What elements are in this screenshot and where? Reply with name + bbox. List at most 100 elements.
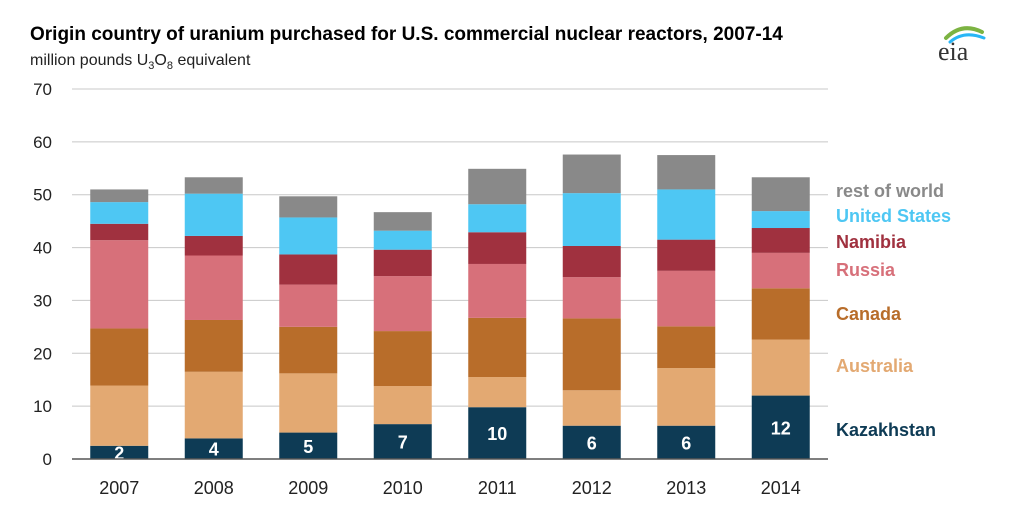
bar-segment-australia-2011 bbox=[468, 377, 527, 408]
bar-segment-canada-2013 bbox=[657, 326, 716, 369]
bar-segment-rest-of-world-2010 bbox=[373, 212, 432, 231]
bar-segment-kazakhstan-2013 bbox=[657, 425, 716, 459]
subtitle-unit-mid: O bbox=[154, 52, 167, 69]
bar-segment-rest-of-world-2012 bbox=[562, 154, 621, 194]
bars-layer bbox=[90, 154, 810, 459]
y-tick-label: 30 bbox=[33, 291, 52, 310]
labels-layer: 2 4 5 7 10 6 6 12 bbox=[114, 418, 791, 463]
bar-segment-canada-2011 bbox=[468, 317, 527, 378]
bar-segment-russia-2007 bbox=[90, 240, 149, 329]
bar-segment-russia-2011 bbox=[468, 263, 527, 318]
subtitle-unit-sub2: 8 bbox=[166, 60, 173, 73]
bar-segment-kazakhstan-2014 bbox=[751, 395, 810, 459]
bar-segment-russia-2009 bbox=[279, 284, 338, 327]
logo-text: eia bbox=[938, 37, 969, 64]
x-tick-label: 2008 bbox=[194, 478, 234, 498]
legend-item-united-states: United States bbox=[836, 206, 952, 226]
y-tick-label: 70 bbox=[33, 80, 52, 99]
bar-segment-rest-of-world-2007 bbox=[90, 189, 149, 203]
data-label-2009: 5 bbox=[303, 437, 313, 457]
bar-segment-canada-2007 bbox=[90, 328, 149, 386]
bar-segment-united-states-2012 bbox=[562, 193, 621, 246]
bar-segment-united-states-2008 bbox=[184, 193, 243, 236]
bar-segment-namibia-2011 bbox=[468, 232, 527, 264]
bar-segment-namibia-2012 bbox=[562, 245, 621, 278]
eia-logo-icon: eia bbox=[938, 26, 986, 64]
bar-segment-rest-of-world-2008 bbox=[184, 177, 243, 194]
x-tick-label: 2009 bbox=[288, 478, 328, 498]
bar-segment-australia-2009 bbox=[279, 373, 338, 433]
bar-segment-rest-of-world-2011 bbox=[468, 168, 527, 205]
bar-segment-kazakhstan-2010 bbox=[373, 424, 432, 459]
bar-segment-kazakhstan-2012 bbox=[562, 425, 621, 459]
chart-subtitle: million pounds U3O8 equivalent bbox=[30, 52, 250, 72]
bar-segment-united-states-2014 bbox=[751, 211, 810, 229]
bar-segment-australia-2008 bbox=[184, 371, 243, 439]
data-label-2012: 6 bbox=[587, 433, 597, 453]
bar-segment-australia-2013 bbox=[657, 368, 716, 426]
chart-title: Origin country of uranium purchased for … bbox=[30, 24, 783, 45]
bar-segment-canada-2014 bbox=[751, 288, 810, 340]
bar-segment-united-states-2007 bbox=[90, 202, 149, 224]
data-label-2013: 6 bbox=[681, 433, 691, 453]
bar-segment-rest-of-world-2009 bbox=[279, 196, 338, 218]
y-tick-label: 10 bbox=[33, 397, 52, 416]
bar-segment-rest-of-world-2014 bbox=[751, 177, 810, 212]
bar-segment-kazakhstan-2011 bbox=[468, 407, 527, 459]
subtitle-prefix: million pounds bbox=[30, 52, 137, 69]
bar-segment-namibia-2008 bbox=[184, 235, 243, 256]
bar-segment-russia-2008 bbox=[184, 255, 243, 320]
bar-segment-australia-2007 bbox=[90, 385, 149, 446]
x-tick-label: 2014 bbox=[761, 478, 801, 498]
bar-segment-namibia-2013 bbox=[657, 239, 716, 271]
x-tick-label: 2007 bbox=[99, 478, 139, 498]
bar-segment-australia-2010 bbox=[373, 386, 432, 425]
subtitle-suffix: equivalent bbox=[173, 52, 251, 69]
logo-swoosh-green bbox=[944, 26, 984, 40]
data-label-2008: 4 bbox=[209, 440, 219, 460]
legend-item-kazakhstan: Kazakhstan bbox=[836, 420, 937, 440]
bar-segment-canada-2009 bbox=[279, 326, 338, 374]
y-tick-label: 60 bbox=[33, 133, 52, 152]
bar-segment-united-states-2009 bbox=[279, 217, 338, 255]
bar-segment-russia-2014 bbox=[751, 252, 810, 289]
bar-segment-kazakhstan-2007 bbox=[90, 445, 149, 459]
axis-layer: 0 10 20 30 40 50 60 70 2007 2008 2009 2010 2011 2012 2… bbox=[33, 80, 828, 498]
legend-item-russia: Russia bbox=[836, 260, 896, 280]
x-tick-label: 2010 bbox=[383, 478, 423, 498]
bar-segment-namibia-2014 bbox=[751, 228, 810, 253]
bar-segment-namibia-2010 bbox=[373, 249, 432, 277]
bar-segment-australia-2014 bbox=[751, 339, 810, 396]
bar-segment-russia-2013 bbox=[657, 270, 716, 327]
bar-segment-australia-2012 bbox=[562, 390, 621, 426]
legend-item-rest-of-world: rest of world bbox=[836, 181, 945, 201]
bar-segment-united-states-2013 bbox=[657, 189, 716, 240]
bar-segment-russia-2012 bbox=[562, 277, 621, 319]
subtitle-unit-sub1: 3 bbox=[148, 60, 155, 73]
y-tick-label: 20 bbox=[33, 344, 52, 363]
bar-segment-united-states-2011 bbox=[468, 204, 527, 233]
bar-segment-kazakhstan-2009 bbox=[279, 432, 338, 459]
legend-item-canada: Canada bbox=[836, 304, 902, 324]
bar-segment-namibia-2007 bbox=[90, 223, 149, 241]
legend-item-namibia: Namibia bbox=[836, 232, 907, 252]
x-tick-label: 2013 bbox=[666, 478, 706, 498]
x-tick-label: 2011 bbox=[478, 478, 517, 498]
bar-segment-united-states-2010 bbox=[373, 230, 432, 250]
bar-segment-canada-2010 bbox=[373, 331, 432, 387]
x-tick-label: 2012 bbox=[572, 478, 612, 498]
bar-segment-russia-2010 bbox=[373, 276, 432, 332]
data-label-2007: 2 bbox=[114, 443, 124, 463]
bar-segment-namibia-2009 bbox=[279, 254, 338, 285]
bar-segment-canada-2012 bbox=[562, 318, 621, 391]
bar-segment-canada-2008 bbox=[184, 319, 243, 372]
legend-item-australia: Australia bbox=[836, 356, 914, 376]
y-tick-label: 0 bbox=[43, 450, 52, 469]
y-tick-label: 50 bbox=[33, 186, 52, 205]
bar-segment-kazakhstan-2008 bbox=[184, 438, 243, 459]
bar-segment-rest-of-world-2013 bbox=[657, 155, 716, 190]
subtitle-unit-base: U bbox=[136, 52, 149, 69]
y-tick-label: 40 bbox=[33, 239, 52, 258]
data-label-2014: 12 bbox=[771, 418, 791, 438]
